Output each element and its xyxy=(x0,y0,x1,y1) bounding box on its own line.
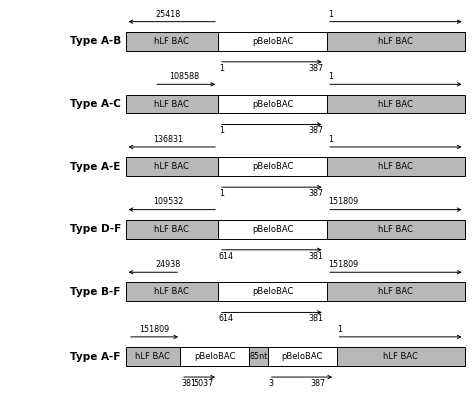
Text: 109532: 109532 xyxy=(153,197,183,206)
Text: 1: 1 xyxy=(337,325,343,334)
Text: pBeloBAC: pBeloBAC xyxy=(252,162,293,171)
Text: pBeloBAC: pBeloBAC xyxy=(194,352,235,361)
Text: 1: 1 xyxy=(328,72,333,81)
Text: 1: 1 xyxy=(219,64,224,73)
Text: pBeloBAC: pBeloBAC xyxy=(252,100,293,108)
Text: 1: 1 xyxy=(219,126,224,136)
Text: 614: 614 xyxy=(219,252,234,261)
Text: hLF BAC: hLF BAC xyxy=(378,162,413,171)
Text: 381: 381 xyxy=(308,314,323,323)
Text: 25418: 25418 xyxy=(155,9,181,19)
Bar xyxy=(218,32,327,51)
Text: 1: 1 xyxy=(219,189,224,198)
Text: 151809: 151809 xyxy=(328,197,358,206)
Text: Type A-E: Type A-E xyxy=(71,162,121,172)
Text: 108588: 108588 xyxy=(169,72,199,81)
Bar xyxy=(218,95,327,113)
Text: hLF BAC: hLF BAC xyxy=(378,100,413,108)
Text: 24938: 24938 xyxy=(155,260,181,269)
Text: hLF BAC: hLF BAC xyxy=(155,37,189,46)
Text: Type B-F: Type B-F xyxy=(71,287,121,297)
Text: hLF BAC: hLF BAC xyxy=(155,288,189,296)
Text: 151809: 151809 xyxy=(139,325,169,334)
Text: 5037: 5037 xyxy=(194,379,214,388)
Bar xyxy=(126,347,465,366)
Bar xyxy=(126,157,465,176)
Text: 387: 387 xyxy=(310,379,326,388)
Text: 1: 1 xyxy=(328,9,333,19)
Text: hLF BAC: hLF BAC xyxy=(155,225,189,234)
Text: 387: 387 xyxy=(308,126,323,136)
Bar xyxy=(126,95,465,113)
Bar xyxy=(268,347,337,366)
Bar xyxy=(218,220,327,239)
Text: 381: 381 xyxy=(308,252,323,261)
Text: hLF BAC: hLF BAC xyxy=(155,162,189,171)
Text: hLF BAC: hLF BAC xyxy=(378,225,413,234)
Text: 1: 1 xyxy=(328,135,333,144)
Text: pBeloBAC: pBeloBAC xyxy=(282,352,323,361)
Bar xyxy=(218,157,327,176)
Text: hLF BAC: hLF BAC xyxy=(155,100,189,108)
Text: pBeloBAC: pBeloBAC xyxy=(252,225,293,234)
Text: 387: 387 xyxy=(308,189,323,198)
Text: pBeloBAC: pBeloBAC xyxy=(252,37,293,46)
Bar xyxy=(218,282,327,301)
Text: 151809: 151809 xyxy=(328,260,358,269)
Text: 387: 387 xyxy=(308,64,323,73)
Text: hLF BAC: hLF BAC xyxy=(383,352,418,361)
Bar xyxy=(126,220,465,239)
Text: hLF BAC: hLF BAC xyxy=(378,37,413,46)
Text: Type A-F: Type A-F xyxy=(71,351,121,362)
Text: pBeloBAC: pBeloBAC xyxy=(252,288,293,296)
Text: 614: 614 xyxy=(219,314,234,323)
Text: hLF BAC: hLF BAC xyxy=(378,288,413,296)
Text: Type D-F: Type D-F xyxy=(70,224,121,234)
Text: Type A-B: Type A-B xyxy=(70,36,121,46)
Text: Type A-C: Type A-C xyxy=(70,99,121,109)
Bar xyxy=(126,32,465,51)
Text: 3: 3 xyxy=(269,379,274,388)
Text: 136831: 136831 xyxy=(153,135,183,144)
Text: hLF BAC: hLF BAC xyxy=(136,352,170,361)
Bar xyxy=(126,282,465,301)
Text: 85nt: 85nt xyxy=(249,352,267,361)
Text: 381: 381 xyxy=(181,379,196,388)
Bar xyxy=(180,347,249,366)
